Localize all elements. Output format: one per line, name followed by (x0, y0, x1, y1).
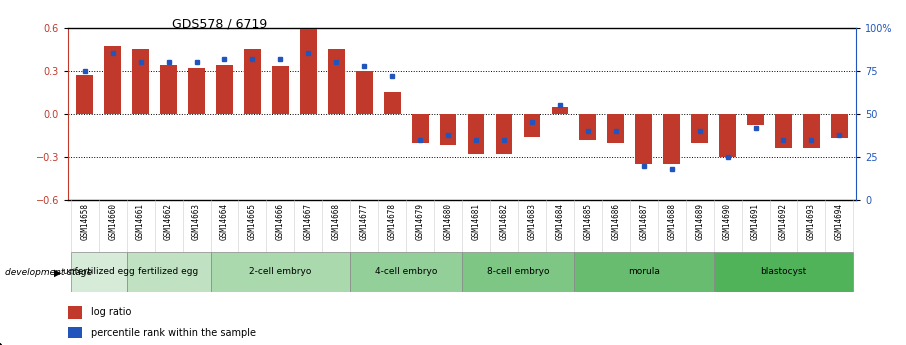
Bar (607, 114, 624, 142)
Text: ▶: ▶ (54, 268, 62, 277)
Text: GSM14664: GSM14664 (220, 203, 229, 240)
Text: GSM14663: GSM14663 (192, 203, 201, 240)
Text: GSM14679: GSM14679 (416, 203, 425, 240)
Text: GSM14682: GSM14682 (499, 203, 508, 240)
Bar (462, 252, 573, 292)
Bar (188, 68, 205, 114)
Bar (104, 46, 121, 114)
Text: GSM14693: GSM14693 (807, 203, 816, 240)
Bar (552, 107, 568, 114)
Text: GSM14662: GSM14662 (164, 203, 173, 240)
Text: morula: morula (628, 267, 660, 276)
Text: log ratio: log ratio (91, 307, 131, 317)
Bar (300, 29, 317, 114)
Text: GSM14692: GSM14692 (779, 203, 788, 240)
Text: GSM14665: GSM14665 (248, 203, 257, 240)
Text: GSM14687: GSM14687 (640, 203, 648, 240)
Bar (356, 71, 372, 114)
Text: 2-cell embryo: 2-cell embryo (249, 267, 312, 276)
Text: percentile rank within the sample: percentile rank within the sample (91, 328, 255, 338)
Bar (328, 49, 344, 114)
Text: fertilized egg: fertilized egg (139, 267, 198, 276)
Text: GSM14686: GSM14686 (612, 203, 621, 240)
Bar (803, 114, 820, 148)
Bar (68, 327, 82, 338)
Text: 8-cell embryo: 8-cell embryo (487, 267, 549, 276)
Text: GSM14689: GSM14689 (695, 203, 704, 240)
Text: GDS578 / 6719: GDS578 / 6719 (172, 17, 267, 30)
Bar (635, 114, 652, 164)
Text: GSM14677: GSM14677 (360, 203, 369, 240)
Bar (127, 252, 210, 292)
Text: GSM14684: GSM14684 (555, 203, 564, 240)
Bar (132, 49, 149, 114)
Text: GSM14685: GSM14685 (583, 203, 593, 240)
Bar (524, 114, 540, 137)
Text: GSM14681: GSM14681 (471, 203, 480, 240)
Text: GSM14691: GSM14691 (751, 203, 760, 240)
Bar (76, 75, 93, 114)
Bar (351, 252, 462, 292)
Bar (68, 306, 82, 319)
Text: GSM14694: GSM14694 (835, 203, 843, 240)
Bar (467, 114, 485, 154)
Bar (217, 65, 233, 114)
Bar (272, 66, 289, 114)
Text: GSM14658: GSM14658 (81, 203, 89, 240)
Bar (714, 252, 853, 292)
Bar (776, 114, 792, 148)
Bar (496, 114, 513, 154)
Text: development stage: development stage (5, 268, 92, 277)
Bar (573, 252, 714, 292)
Bar (160, 65, 177, 114)
Text: GSM14668: GSM14668 (332, 203, 341, 240)
Bar (244, 49, 261, 114)
Bar (663, 114, 680, 164)
Text: unfertilized egg: unfertilized egg (63, 267, 135, 276)
Text: GSM14688: GSM14688 (667, 203, 676, 240)
Text: GSM14660: GSM14660 (108, 203, 117, 240)
Text: GSM14661: GSM14661 (136, 203, 145, 240)
Bar (210, 252, 351, 292)
Bar (580, 114, 596, 140)
Text: 4-cell embryo: 4-cell embryo (375, 267, 438, 276)
Text: GSM14683: GSM14683 (527, 203, 536, 240)
Bar (384, 92, 400, 114)
Bar (439, 114, 457, 146)
Bar (71, 252, 127, 292)
Text: GSM14680: GSM14680 (444, 203, 453, 240)
Bar (719, 114, 736, 157)
Bar (691, 114, 708, 142)
Bar (831, 114, 848, 138)
Text: GSM14666: GSM14666 (276, 203, 284, 240)
Text: blastocyst: blastocyst (760, 267, 806, 276)
Text: GSM14690: GSM14690 (723, 203, 732, 240)
Bar (411, 114, 429, 142)
Text: GSM14678: GSM14678 (388, 203, 397, 240)
Bar (747, 114, 764, 125)
Text: GSM14667: GSM14667 (304, 203, 313, 240)
